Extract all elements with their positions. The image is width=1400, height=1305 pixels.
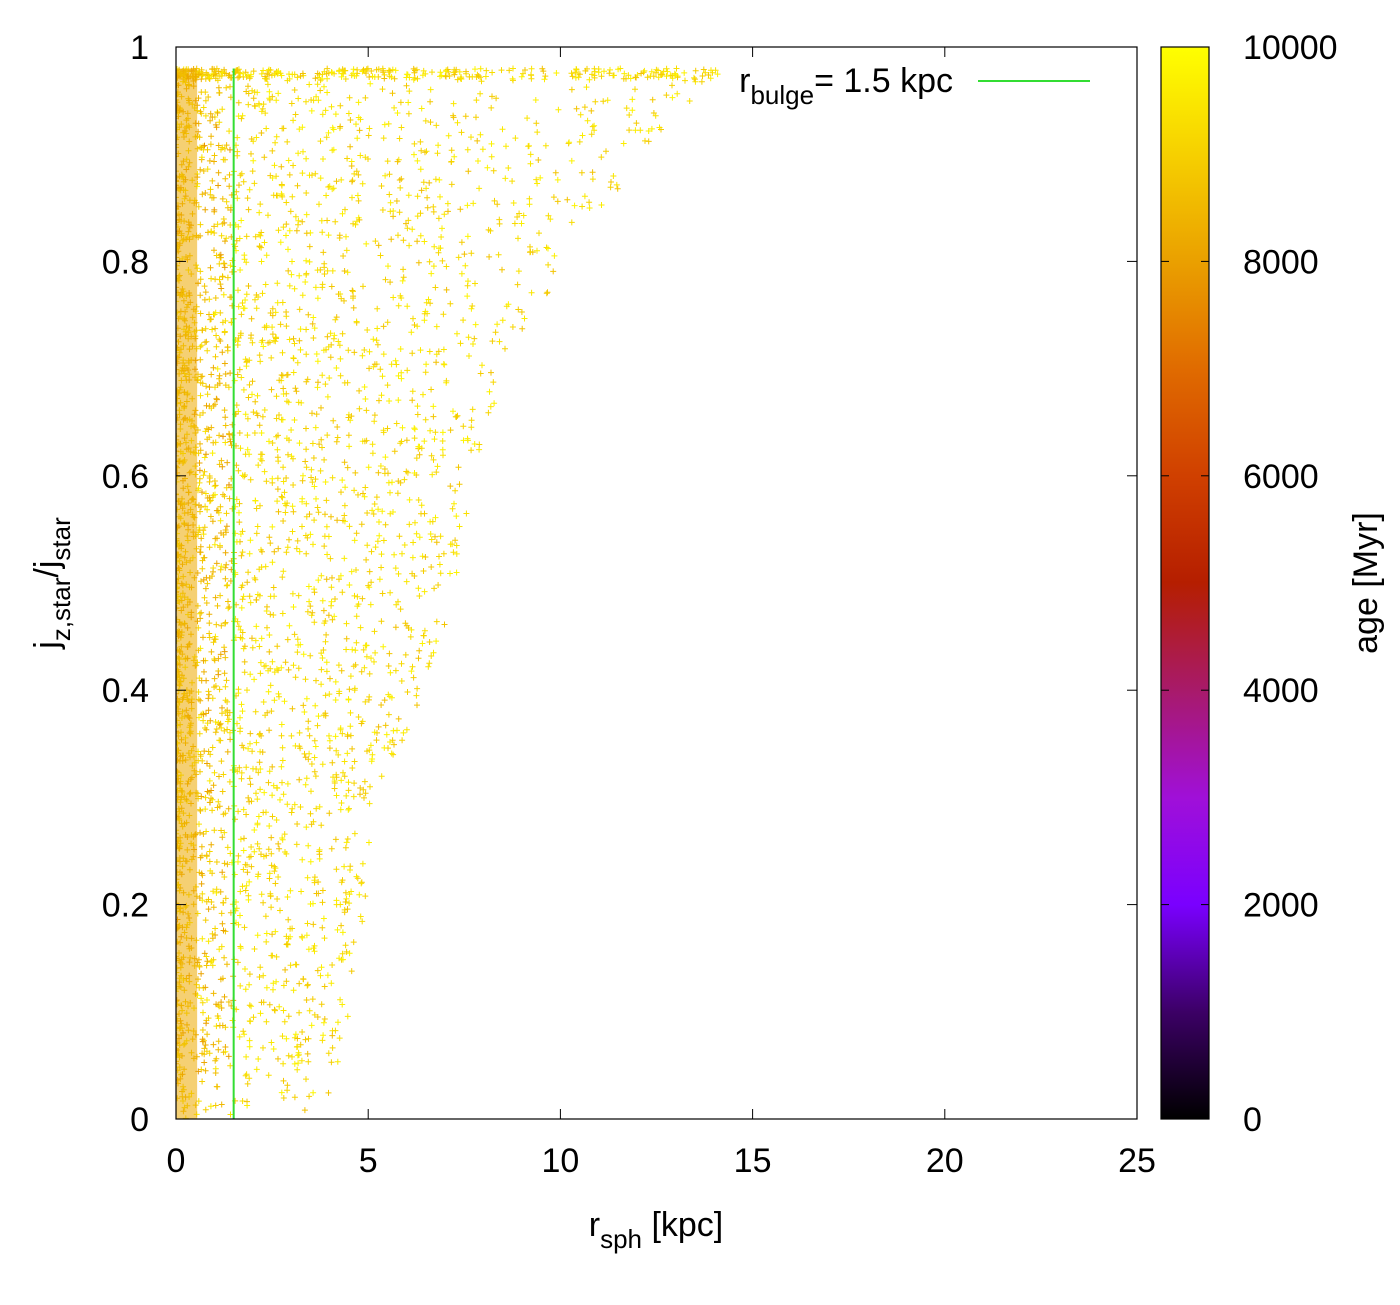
legend-label-main: r [739, 62, 750, 100]
colorbar-tick-label: 4000 [1243, 672, 1319, 710]
y-tick-label: 0.4 [102, 672, 149, 710]
data-point-group [176, 68, 523, 971]
data-point-group [176, 74, 697, 895]
data-point-group [338, 73, 422, 539]
colorbar-tick-label: 0 [1243, 1101, 1262, 1139]
data-point-group [176, 66, 688, 1067]
y-axis-label-sub2: star [46, 517, 76, 561]
data-point-group [176, 71, 639, 997]
data-point-group [176, 67, 654, 1067]
data-points-layer [176, 65, 721, 1119]
x-axis-label-main: r [589, 1206, 600, 1244]
y-tick-label: 0 [130, 1101, 149, 1139]
data-point-group [176, 66, 636, 971]
data-point-group [226, 481, 232, 488]
legend-label-sub: bulge [750, 80, 814, 110]
y-axis-label-sub1: z,star [46, 577, 76, 641]
y-axis-label-part2: /j [28, 561, 66, 578]
dense-core-band [176, 68, 198, 1119]
y-tick-label: 0.2 [102, 887, 149, 925]
colorbar-ticks: 0 2000 4000 6000 8000 10000 [1161, 29, 1338, 1139]
x-axis-label-unit: [kpc] [642, 1206, 723, 1244]
colorbar-tick-label: 10000 [1243, 29, 1338, 67]
data-point-group [176, 67, 719, 1118]
legend-label-text: = 1.5 kpc [814, 62, 953, 100]
x-axis-label: rsph [kpc] [589, 1206, 724, 1254]
colorbar-label: age [Myr] [1347, 512, 1385, 654]
colorbar-tick-label: 6000 [1243, 458, 1319, 496]
legend: rbulge= 1.5 kpc [739, 62, 1090, 110]
data-point-group [176, 66, 659, 1094]
data-point-group [176, 67, 699, 1066]
y-tick-label: 1 [130, 29, 149, 67]
data-point-group [176, 65, 716, 1079]
data-point-group [176, 72, 712, 1034]
data-point-group [176, 66, 652, 1100]
data-point-group [199, 68, 714, 1017]
data-point-group [191, 72, 676, 1038]
data-point-group [176, 67, 699, 1044]
data-point-group [176, 142, 208, 923]
data-point-group [176, 68, 547, 1043]
y-tick-label: 0.8 [102, 243, 149, 281]
data-point-group [176, 66, 681, 1096]
y-tick-label: 0.6 [102, 458, 149, 496]
colorbar-tick-label: 2000 [1243, 887, 1319, 925]
legend-label: rbulge= 1.5 kpc [739, 62, 953, 110]
data-point-group [176, 66, 667, 1040]
x-axis-ticks: 0 5 10 15 20 25 [167, 47, 1156, 1180]
x-tick-label: 10 [541, 1142, 579, 1180]
data-point-group [176, 65, 675, 1101]
colorbar-tick-label: 8000 [1243, 243, 1319, 281]
x-tick-label: 15 [734, 1142, 772, 1180]
x-axis-label-sub: sph [600, 1224, 642, 1254]
colorbar [1160, 46, 1210, 1120]
data-point-group [194, 68, 475, 1052]
data-point-group [176, 65, 598, 1111]
y-axis-label: jz,star/jstar [28, 517, 76, 650]
x-tick-label: 5 [359, 1142, 378, 1180]
data-point-group [176, 68, 721, 1118]
data-point-group [180, 67, 634, 1067]
data-point-group [176, 73, 468, 1114]
data-point-group [176, 67, 714, 1119]
data-point-group [176, 67, 551, 1109]
data-point-group [176, 67, 575, 1093]
plot-area-frame [175, 46, 1138, 1120]
data-point-group [176, 69, 678, 1100]
data-point-group [176, 67, 706, 952]
data-point-group [182, 67, 688, 957]
x-tick-label: 20 [926, 1142, 964, 1180]
data-point-group [176, 67, 648, 1062]
data-point-group [176, 70, 657, 1100]
x-tick-label: 25 [1118, 1142, 1156, 1180]
data-point-group [176, 66, 550, 1058]
data-point-group [176, 65, 693, 952]
x-tick-label: 0 [167, 1142, 186, 1180]
y-axis-ticks: 0 0.2 0.4 0.6 0.8 1 [102, 29, 1137, 1139]
y-axis-label-part1: j [28, 641, 66, 650]
data-point-group [176, 68, 536, 1095]
data-point-group [199, 1038, 206, 1045]
